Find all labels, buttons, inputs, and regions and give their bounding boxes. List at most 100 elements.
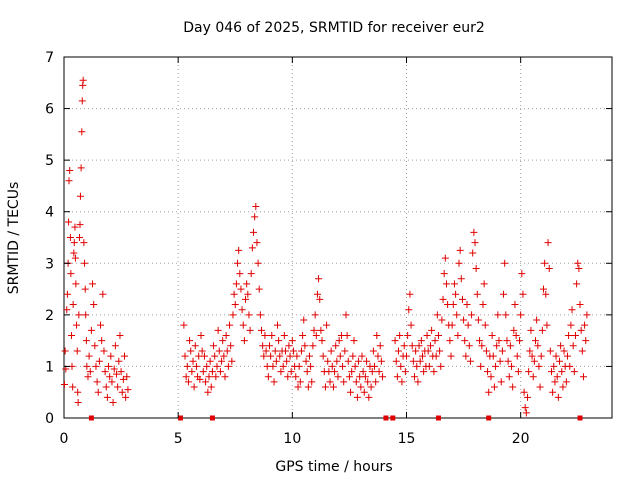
data-point [226, 321, 234, 329]
data-point [242, 295, 250, 303]
x-tick-label: 5 [174, 431, 183, 447]
data-point [311, 311, 319, 319]
data-point [74, 399, 82, 407]
y-tick-label: 6 [45, 102, 54, 118]
data-point [553, 373, 561, 381]
data-point [555, 357, 563, 365]
data-point [122, 393, 130, 401]
data-point [471, 239, 479, 247]
data-point [184, 378, 192, 386]
grid-lines [64, 57, 612, 418]
data-point [424, 347, 432, 355]
data-point [407, 321, 415, 329]
data-point [200, 352, 208, 360]
data-point [410, 373, 418, 381]
data-point [310, 326, 318, 334]
data-point [285, 342, 293, 350]
data-point [571, 331, 579, 339]
data-point [517, 311, 525, 319]
data-point [373, 331, 381, 339]
data-point [488, 331, 496, 339]
data-point [111, 342, 119, 350]
y-tick-label: 1 [45, 359, 54, 375]
data-point [345, 373, 353, 381]
data-point [123, 373, 131, 381]
data-point [339, 362, 347, 370]
data-point [228, 357, 236, 365]
data-point [115, 357, 123, 365]
data-point [418, 352, 426, 360]
data-point [99, 290, 107, 298]
data-point [441, 254, 449, 262]
data-point [94, 388, 102, 396]
data-point [221, 373, 229, 381]
data-point [248, 244, 256, 252]
data-point [512, 331, 520, 339]
gap-marker [577, 415, 583, 421]
data-point [495, 337, 503, 345]
data-point [438, 316, 446, 324]
data-point [563, 352, 571, 360]
data-point [478, 342, 486, 350]
data-point [235, 246, 243, 254]
data-point [312, 331, 320, 339]
data-point [292, 373, 300, 381]
data-point [377, 357, 385, 365]
data-point [307, 362, 315, 370]
data-point [110, 365, 118, 373]
data-point [76, 234, 84, 241]
data-point [442, 280, 450, 288]
data-point [250, 228, 258, 236]
data-point [91, 342, 99, 350]
data-point [583, 311, 591, 319]
data-point [317, 326, 325, 334]
data-point [191, 342, 199, 350]
data-point [576, 301, 584, 309]
data-point [336, 352, 344, 360]
data-point [371, 362, 379, 370]
data-point [365, 393, 373, 401]
data-point [412, 347, 420, 355]
data-point [210, 342, 218, 350]
data-point [258, 326, 266, 334]
data-point [222, 331, 230, 339]
data-point [479, 301, 487, 309]
data-points [60, 76, 591, 417]
data-point [363, 357, 371, 365]
data-point [118, 388, 126, 396]
plot-frame [63, 56, 613, 419]
data-point [261, 331, 269, 339]
data-point [355, 357, 363, 365]
data-point [452, 290, 460, 298]
data-point [506, 342, 514, 350]
data-point [569, 342, 577, 350]
data-point [433, 311, 441, 319]
data-point [494, 311, 502, 319]
data-point [466, 357, 474, 365]
data-point [372, 378, 380, 386]
data-point [93, 378, 101, 386]
data-point [577, 326, 585, 334]
data-point [538, 326, 546, 334]
data-point [530, 357, 538, 365]
data-point [414, 378, 422, 386]
data-point [305, 352, 313, 360]
data-point [482, 347, 490, 355]
data-point [288, 337, 296, 345]
data-point [509, 383, 517, 391]
data-point [220, 352, 228, 360]
data-point [74, 388, 82, 396]
data-point [240, 337, 248, 345]
data-point [340, 378, 348, 386]
data-point [247, 270, 255, 278]
data-point [244, 290, 252, 298]
data-point [504, 357, 512, 365]
data-point [251, 213, 259, 221]
data-point [213, 362, 221, 370]
data-point [426, 342, 434, 350]
data-point [252, 203, 260, 211]
data-point [198, 347, 206, 355]
data-point [232, 280, 240, 288]
data-point [404, 331, 412, 339]
data-point [253, 239, 261, 247]
